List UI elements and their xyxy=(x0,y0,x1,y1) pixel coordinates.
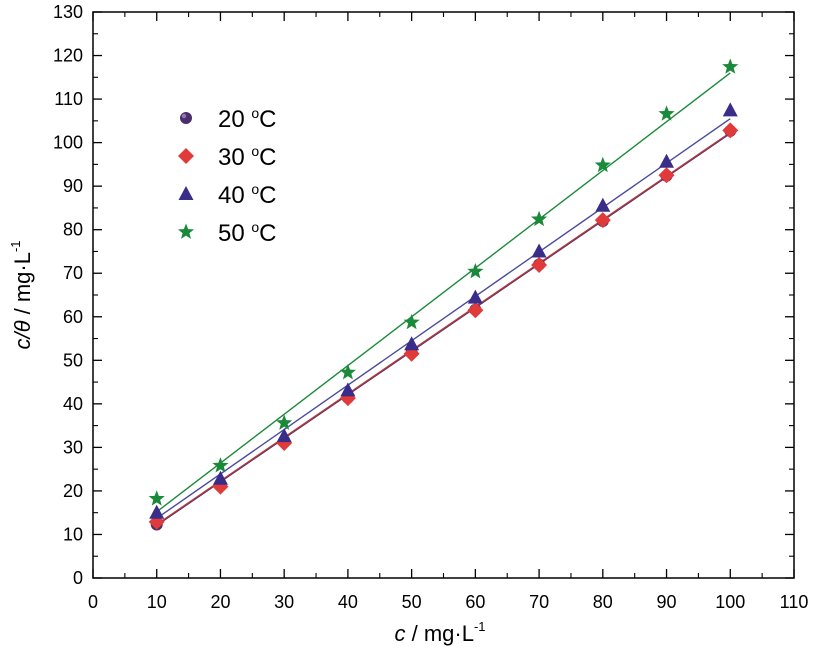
data-point xyxy=(148,490,165,506)
legend-label: 20 oC xyxy=(218,105,277,133)
y-tick-label: 50 xyxy=(63,350,83,370)
data-point xyxy=(467,289,483,304)
data-point xyxy=(276,414,293,430)
x-tick-label: 30 xyxy=(274,592,294,612)
x-tick-label: 70 xyxy=(529,592,549,612)
data-point xyxy=(595,197,611,212)
x-tick-label: 110 xyxy=(780,592,809,612)
x-tick-label: 80 xyxy=(593,592,613,612)
y-tick-label: 70 xyxy=(63,263,83,283)
data-point xyxy=(403,313,420,330)
y-tick-label: 100 xyxy=(53,133,83,153)
data-point xyxy=(658,167,675,184)
data-points xyxy=(148,58,739,531)
data-point xyxy=(722,102,738,117)
data-point xyxy=(212,457,229,473)
y-tick-label: 80 xyxy=(63,220,83,240)
y-tick-label: 30 xyxy=(63,437,83,457)
data-point xyxy=(340,382,356,397)
data-point xyxy=(212,470,228,485)
data-point xyxy=(531,243,547,258)
data-point xyxy=(659,153,675,168)
legend-marker xyxy=(180,112,192,124)
fit-line xyxy=(156,132,731,526)
x-tick-label: 20 xyxy=(210,592,230,612)
data-point xyxy=(339,364,356,380)
x-tick-label: 0 xyxy=(88,592,98,612)
y-tick-label: 130 xyxy=(53,2,83,22)
data-point xyxy=(467,262,484,279)
fit-line xyxy=(156,132,731,526)
y-tick-label: 20 xyxy=(63,481,83,501)
data-point xyxy=(149,504,165,519)
data-point xyxy=(722,122,739,139)
data-point xyxy=(722,58,739,74)
data-point xyxy=(531,210,548,227)
legend-marker xyxy=(178,148,194,164)
data-point xyxy=(467,302,484,319)
data-point xyxy=(594,212,611,229)
y-tick-label: 120 xyxy=(53,46,83,66)
legend-label: 30 oC xyxy=(218,143,277,171)
y-axis-title: c/θ / mg·L-1 xyxy=(8,240,35,349)
x-axis-ticks: 0 10 20 30 40 50 60 70 80 90 100 110 xyxy=(88,12,808,612)
x-tick-label: 50 xyxy=(402,592,422,612)
data-point xyxy=(594,156,611,173)
fit-lines xyxy=(156,72,731,526)
fit-line xyxy=(156,72,731,513)
plot-frame xyxy=(92,11,795,579)
legend-label: 50 oC xyxy=(218,219,277,247)
legend-label: 40 oC xyxy=(218,181,277,209)
y-axis-ticks: 0 10 20 30 40 50 60 70 80 90 100 110 120 130 xyxy=(53,2,794,588)
data-point xyxy=(276,428,292,443)
data-point xyxy=(404,336,420,351)
data-point xyxy=(531,256,548,273)
x-tick-label: 10 xyxy=(147,592,167,612)
fit-line xyxy=(156,118,731,519)
x-tick-label: 90 xyxy=(657,592,677,612)
x-tick-label: 100 xyxy=(715,592,745,612)
x-tick-label: 40 xyxy=(338,592,358,612)
data-point xyxy=(658,105,675,121)
y-tick-label: 90 xyxy=(63,176,83,196)
legend: 20 oC 30 oC 40 oC 50 oC xyxy=(177,105,277,247)
x-axis-title: c / mg·L-1 xyxy=(394,619,485,646)
y-tick-label: 60 xyxy=(63,307,83,327)
legend-marker xyxy=(178,186,194,200)
y-tick-label: 10 xyxy=(63,524,83,544)
legend-marker xyxy=(177,223,195,239)
y-tick-label: 110 xyxy=(54,89,83,109)
x-tick-label: 60 xyxy=(465,592,485,612)
y-tick-label: 0 xyxy=(73,568,83,588)
y-tick-label: 40 xyxy=(63,394,83,414)
